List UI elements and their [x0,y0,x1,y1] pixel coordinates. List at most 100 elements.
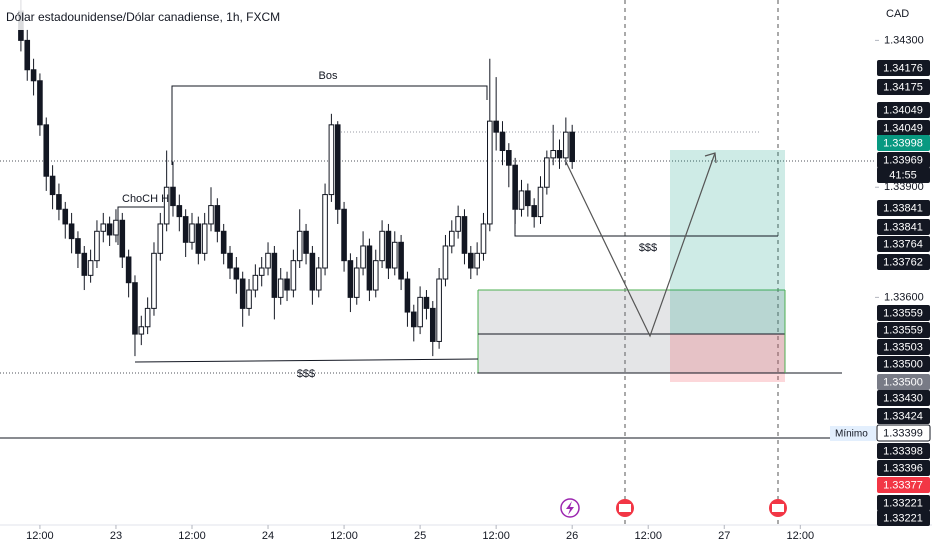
candle-body [429,307,436,342]
candle-body [512,164,518,210]
candle-body [87,260,94,276]
candle-body [284,278,290,291]
candle-body [296,230,303,262]
candle-body [385,230,392,269]
price-tag [877,374,930,390]
candle-body [37,80,43,126]
price-tag [877,236,930,252]
candle-body [506,150,512,166]
path-arrow [565,152,716,338]
candle-body [138,326,145,335]
candle-body [569,131,575,163]
x-tick-label: 24 [262,530,274,542]
price-tag-label: 1.33969 [883,154,923,166]
liquidity-line [134,358,479,363]
price-tag-label: 1.33998 [883,137,923,149]
x-tick-label: 27 [718,530,730,542]
liquidity-label: $$$ [639,242,657,254]
candle-body [334,124,341,210]
candle-body [233,267,240,280]
target-box [670,150,785,334]
candle-body [290,260,297,291]
x-tick-label: 12:00 [330,530,358,542]
candle-body [252,274,259,291]
price-tag-label: 1.34049 [883,122,923,134]
price-tag-label: 1.33500 [883,376,923,388]
candle-body [189,223,195,243]
candle-body [125,256,132,284]
candle-body [144,307,151,328]
price-tag [877,102,930,118]
candle-body [239,278,246,309]
y-tick-label: 1.34300 [884,34,924,46]
candle-body [518,190,525,210]
price-tag [877,356,930,372]
price-tag-label: 1.33377 [883,479,923,491]
liquidity-label: $$$ [297,368,315,380]
price-tag [877,135,930,151]
candle-body [277,278,284,298]
candle-body [157,223,164,254]
price-tag [876,424,931,442]
x-tick-label: 12:00 [178,530,206,542]
bos-line [171,85,488,165]
price-tag-label: 1.33764 [883,238,923,250]
candle-body [182,216,189,243]
price-tag [877,390,930,406]
candle-body [119,219,126,258]
candle-body [151,252,157,309]
candle-body [220,230,227,254]
candle-body [49,175,56,196]
x-tick-label: 12:00 [26,530,54,542]
price-tag-label: 1.33559 [883,307,923,319]
price-tag-label: 1.33503 [883,341,923,353]
price-tag [877,510,930,526]
event-flag [619,504,631,512]
event-flag [772,504,784,512]
x-tick-label: 25 [414,530,426,542]
candle-body [341,208,347,262]
y-tick-label: 1.33900 [884,181,924,193]
candle-body [366,245,373,291]
minimum-label: Mínimo [835,429,868,440]
candle-body [100,223,107,232]
candle-body [258,267,265,276]
price-tag [877,219,930,235]
candle-body [328,124,335,196]
candle-body [544,157,550,188]
candle-body [353,267,360,298]
price-tag [877,339,930,355]
candle-body [246,289,252,309]
y-tick-label: 1.33600 [884,291,924,303]
price-tag-label: 1.33559 [883,324,923,336]
candle-body [461,216,468,254]
chart-title: Dólar estadounidense/Dólar canadiense, 1… [6,10,280,24]
candle-body [474,252,480,269]
candle-body [372,260,379,291]
candle-body [43,124,50,177]
price-tag-label: 1.33841 [883,202,923,214]
candle-body [423,296,430,309]
x-tick-label: 23 [110,530,122,542]
price-tag-label: 1.34049 [883,104,923,116]
event-icon [566,501,574,515]
x-tick-label: 12:00 [634,530,662,542]
candle-body [531,205,537,218]
candle-body [227,252,233,269]
price-tag-label: 1.34176 [883,62,923,74]
x-tick-label: 26 [566,530,578,542]
price-tag-label: 1.33396 [883,462,923,474]
price-tag-label: 41:55 [889,169,917,181]
candle-body [468,252,474,269]
candle-body [271,252,278,298]
candle-body [265,252,271,269]
candle-body [208,205,214,225]
price-tag [877,200,930,216]
x-tick-label: 12:00 [787,530,815,542]
candle-body [360,245,366,269]
candle-body [556,150,563,159]
candle-body [62,208,69,225]
candle-body [436,278,442,342]
price-tag [877,79,930,95]
